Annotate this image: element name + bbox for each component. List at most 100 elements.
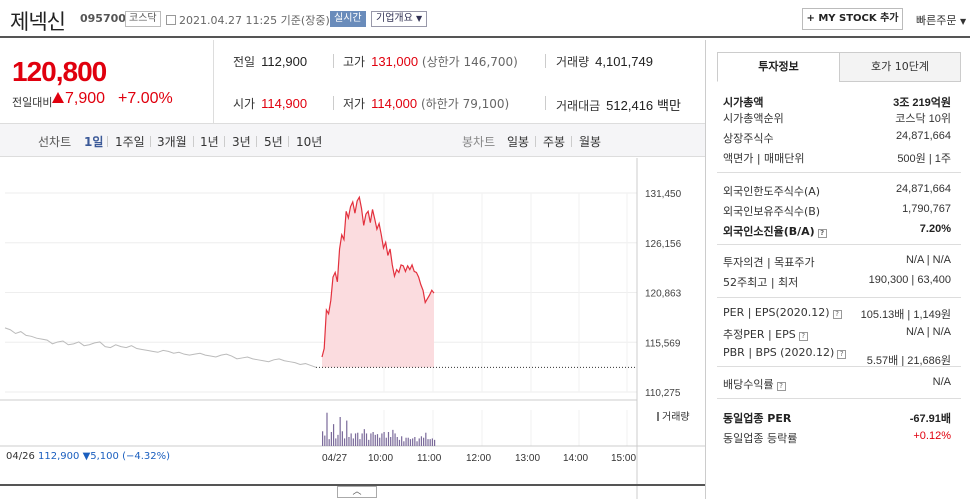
quote-time: 2021.04.27 11:25 기준(장중) [166,12,330,28]
period-1d[interactable]: 1일 [84,135,104,149]
stock-code: 095700 [80,12,126,25]
period-1y[interactable]: 1년 [200,135,219,149]
volume-bar [335,438,337,446]
volume-bar [414,437,416,446]
info-row: 상장주식수 24,871,664 [723,130,951,146]
period-10y[interactable]: 10년 [296,135,323,149]
volume-bar [398,439,401,446]
info-row: 시가총액 3조 219억원 [723,94,951,110]
info-row: PER | EPS(2020.12)? 105.13배 | 1,149원 [723,306,951,322]
info-row-value: 코스닥 10위 [895,113,951,125]
add-my-stock-button[interactable]: + MY STOCK 추가 [802,8,903,30]
info-row: 시가총액순위 코스닥 10위 [723,110,951,126]
chart-period-bar: 선차트 1일 1주일 3개월 1년 3년 5년 10년 봉차트 일봉 주봉 월봉 [0,123,705,157]
period-3y[interactable]: 3년 [232,135,251,149]
candle-chart-label: 봉차트 [462,135,496,149]
info-row-value: -67.91배 [909,413,951,425]
y-tick-label: 110,275 [645,388,681,399]
day-low: 저가 114,000 (하한가 79,100) [343,96,510,111]
candle-daily[interactable]: 일봉 [507,135,530,149]
volume-bar [348,437,350,446]
chevron-down-icon: ▼ [959,17,967,26]
tab-order-book[interactable]: 호가 10단계 [839,52,961,82]
volume-label: 거래량 [657,408,690,423]
info-row-value: 500원 | 1주 [897,153,951,165]
candle-monthly[interactable]: 월봉 [579,135,602,149]
stock-name: 제넥신 [10,10,66,34]
period-3m[interactable]: 3개월 [157,135,187,149]
period-1w[interactable]: 1주일 [115,135,145,149]
info-row-value: N/A [932,376,951,388]
volume-bar [405,437,407,446]
help-icon[interactable]: ? [832,310,842,319]
info-row: 배당수익률? N/A [723,376,951,392]
chevron-down-icon: ▼ [416,14,423,23]
help-icon[interactable]: ? [837,350,847,359]
info-row-value: 1,790,767 [902,203,951,215]
info-divider [717,398,961,399]
volume-bar [339,417,341,446]
volume-bar [416,441,418,446]
info-row-value: 7.20% [919,223,951,235]
volume-bar [330,432,332,446]
price-chart[interactable]: 131,450 126,156 120,863 115,569 110,275 04/2… [0,158,705,499]
help-icon[interactable]: ? [817,229,827,238]
x-tick-label: 12:00 [466,453,491,464]
volume-bar [370,433,372,446]
volume-bar [357,432,359,446]
quick-order-button[interactable]: 빠른주문 ▼ [916,14,967,27]
volume-bar [322,431,324,446]
realtime-badge[interactable]: 실시간 [330,11,366,27]
trading-amount: 거래대금 512,416 백만 [556,98,681,113]
help-icon[interactable]: ? [798,332,808,341]
today-price-line [321,195,435,358]
volume-bar [431,438,434,446]
y-tick-label: 131,450 [645,189,682,200]
volume-bar [429,439,431,446]
company-info-dropdown[interactable]: 기업개요 ▼ [371,11,428,27]
current-price: 120,800 [12,56,107,87]
volume-bar [359,439,361,446]
x-tick-label: 10:00 [368,453,393,464]
info-row-label: PER | EPS(2020.12)? [723,306,842,319]
volume-bar [328,439,330,446]
today-price-area [322,197,434,368]
info-divider [717,297,961,298]
volume-bar [368,439,370,446]
tab-investment-info[interactable]: 투자정보 [717,52,840,82]
info-row-value: 105.13배 | 1,149원 [860,309,951,321]
calendar-icon [166,15,176,25]
open-price: 시가 114,900 [233,96,308,111]
line-chart-label: 선차트 [38,135,72,149]
volume-bar [324,435,326,446]
info-row-value: 3조 219억원 [893,97,951,109]
volume: 거래량 4,101,749 [556,54,653,69]
volume-bar [361,433,363,446]
volume-bar [365,433,368,446]
x-tick-label: 11:00 [417,453,442,464]
y-tick-label: 120,863 [645,289,682,300]
period-5y[interactable]: 5년 [264,135,283,149]
price-change-percent: +7.00% [118,90,173,107]
info-row-label: 동일업종 등락률 [723,432,798,445]
volume-bar [403,441,405,446]
help-icon[interactable]: ? [776,382,786,391]
scroll-up-button[interactable]: ︿ [337,486,377,498]
info-row-label: 외국인보유주식수(B) [723,205,821,218]
volume-bar [383,432,385,446]
volume-bar [394,433,396,446]
volume-bar [385,437,387,446]
volume-bar [354,433,357,446]
info-divider [717,172,961,173]
x-tick-label: 04/27 [322,453,347,464]
volume-bar [387,432,390,446]
x-tick-label: 15:00 [611,453,636,464]
volume-bar [381,433,383,446]
info-row-value: 190,300 | 63,400 [868,274,951,286]
volume-bar [427,439,429,446]
info-row-label: 투자의견 | 목표주가 [723,256,815,269]
candle-weekly[interactable]: 주봉 [543,135,566,149]
volume-bar [374,434,376,446]
change-label: 전일대비 [12,96,53,109]
info-row-label: 외국인한도주식수(A) [723,185,821,198]
